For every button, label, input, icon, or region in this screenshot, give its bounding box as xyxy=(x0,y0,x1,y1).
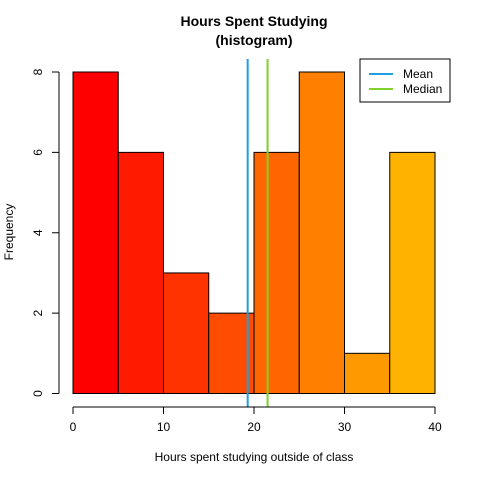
y-tick-label-4: 8 xyxy=(31,68,45,75)
histogram-bar-7 xyxy=(389,151,436,394)
x-tick-label-3: 30 xyxy=(338,420,352,434)
y-tick-label-3: 6 xyxy=(31,149,45,156)
legend-box xyxy=(359,58,451,103)
histogram-bar-6 xyxy=(344,352,391,394)
chart-title-line2: (histogram) xyxy=(216,32,293,48)
histogram-bar-3 xyxy=(208,312,255,394)
legend-label-mean: Mean xyxy=(403,67,433,81)
histogram-bar-0 xyxy=(72,71,119,394)
x-tick-label-0: 0 xyxy=(70,420,77,434)
x-axis: 0 10 20 30 40 xyxy=(70,406,442,434)
bars-group xyxy=(72,71,436,394)
histogram-bar-5 xyxy=(298,71,345,394)
histogram-bar-2 xyxy=(163,272,210,394)
x-tick-label-4: 40 xyxy=(428,420,442,434)
x-tick-label-2: 20 xyxy=(247,420,261,434)
x-axis-label: Hours spent studying outside of class xyxy=(155,450,354,464)
chart-title-line1: Hours Spent Studying xyxy=(181,13,328,29)
y-axis-label: Frequency xyxy=(2,204,16,261)
legend-label-median: Median xyxy=(403,82,442,96)
histogram-bar-4 xyxy=(253,151,300,394)
x-tick-label-1: 10 xyxy=(157,420,171,434)
y-tick-label-1: 2 xyxy=(31,309,45,316)
y-tick-label-0: 0 xyxy=(31,390,45,397)
y-axis: 0 2 4 6 8 xyxy=(31,68,60,397)
histogram-bar-1 xyxy=(117,151,164,394)
reference-lines-group xyxy=(246,59,269,407)
y-tick-label-2: 4 xyxy=(31,229,45,236)
